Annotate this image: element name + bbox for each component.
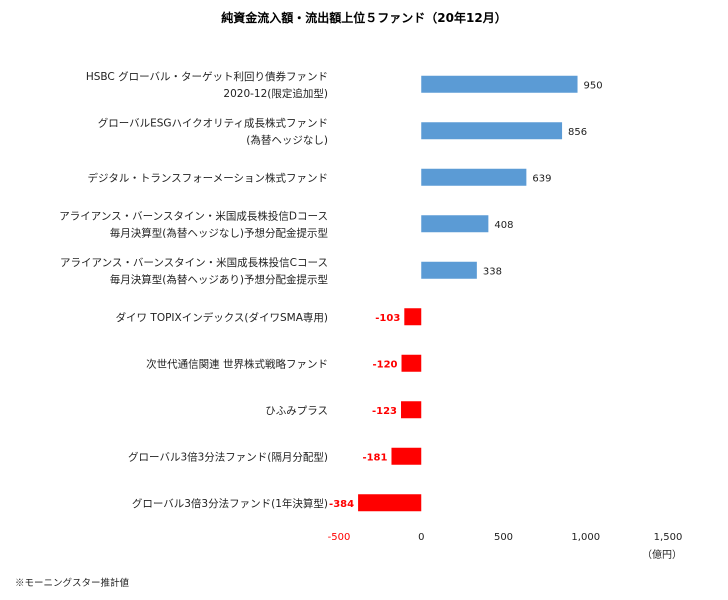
x-tick-label-0: -500 bbox=[328, 532, 351, 543]
category-label-3-1: 毎月決算型(為替ヘッジなし)予想分配金提示型 bbox=[110, 226, 328, 239]
x-axis: -500 0 500 1,000 1,500 bbox=[328, 532, 683, 543]
bar-1 bbox=[421, 122, 563, 140]
category-label-2-0: デジタル・トランスフォーメーション株式ファンド bbox=[88, 171, 328, 184]
bar-6 bbox=[401, 354, 422, 372]
category-label-7-0: ひふみプラス bbox=[265, 405, 328, 417]
value-label-0: 950 bbox=[584, 80, 603, 91]
category-label-4-1: 毎月決算型(為替ヘッジあり)予想分配金提示型 bbox=[110, 273, 328, 286]
x-tick-label-2: 500 bbox=[494, 532, 513, 543]
bar-5 bbox=[404, 308, 422, 326]
value-labels: 950 856 639 408 338 -103 -120 -123 -181 -384 bbox=[329, 80, 603, 510]
category-labels: HSBC グローバル・ターゲット利回り債券ファンド 2020-12(限定追加型) グ… bbox=[59, 70, 328, 510]
bars bbox=[358, 75, 578, 512]
category-label-1-1: (為替ヘッジなし) bbox=[246, 133, 328, 146]
category-label-0-1: 2020-12(限定追加型) bbox=[223, 87, 328, 100]
chart-title: 純資金流入額・流出額上位５ファンド（20年12月） bbox=[221, 10, 506, 25]
category-label-6-0: 次世代通信関連 世界株式戦略ファンド bbox=[146, 357, 328, 370]
value-label-3: 408 bbox=[494, 220, 513, 231]
category-label-9-0: グローバル3倍3分法ファンド(1年決算型) bbox=[132, 497, 328, 510]
x-tick-label-1: 0 bbox=[418, 532, 424, 543]
value-label-5: -103 bbox=[375, 313, 400, 324]
x-tick-label-3: 1,000 bbox=[571, 532, 600, 543]
value-label-2: 639 bbox=[532, 173, 551, 184]
bar-2 bbox=[421, 168, 527, 186]
bar-0 bbox=[421, 75, 578, 93]
bar-9 bbox=[358, 494, 422, 512]
value-label-7: -123 bbox=[372, 406, 397, 417]
unit-label: （億円） bbox=[642, 548, 682, 561]
category-label-5-0: ダイワ TOPIXインデックス(ダイワSMA専用) bbox=[116, 311, 328, 324]
category-label-1-0: グローバルESGハイクオリティ成長株式ファンド bbox=[98, 116, 328, 129]
bar-8 bbox=[391, 447, 422, 465]
value-label-9: -384 bbox=[329, 499, 354, 510]
bar-4 bbox=[421, 261, 477, 279]
bar-7 bbox=[401, 401, 422, 419]
value-label-8: -181 bbox=[362, 452, 387, 463]
category-label-3-0: アライアンス・バーンスタイン・米国成長株投信Dコース bbox=[59, 209, 328, 222]
category-label-0-0: HSBC グローバル・ターゲット利回り債券ファンド bbox=[86, 70, 328, 83]
value-label-6: -120 bbox=[372, 359, 397, 370]
source-note: ※モーニングスター推計値 bbox=[15, 578, 130, 589]
value-label-4: 338 bbox=[483, 266, 502, 277]
category-label-4-0: アライアンス・バーンスタイン・米国成長株投信Cコース bbox=[60, 256, 328, 269]
category-label-8-0: グローバル3倍3分法ファンド(隔月分配型) bbox=[128, 450, 328, 463]
value-label-1: 856 bbox=[568, 127, 587, 138]
x-tick-label-4: 1,500 bbox=[654, 532, 683, 543]
bar-3 bbox=[421, 215, 489, 233]
